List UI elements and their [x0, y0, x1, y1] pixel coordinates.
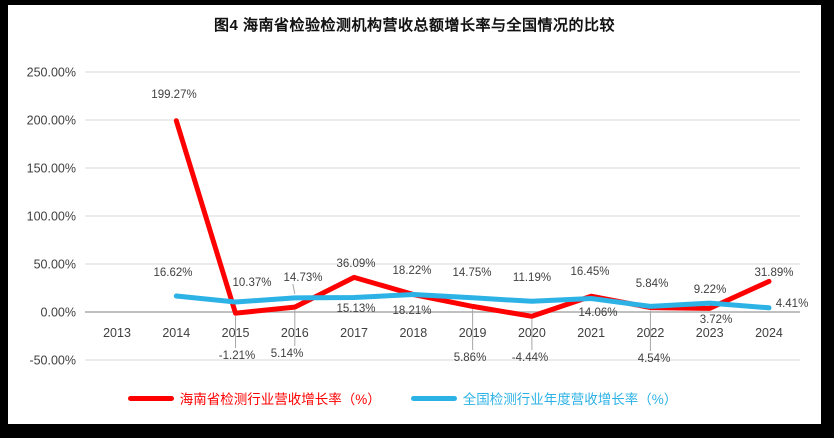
- data-label: 18.21%: [392, 305, 431, 317]
- chart-legend: 海南省检测行业营收增长率（%） 全国检测行业年度营收增长率（%）: [0, 389, 809, 407]
- data-label: 4.41%: [776, 298, 809, 310]
- legend-label-hainan: 海南省检测行业营收增长率（%）: [179, 392, 381, 407]
- data-label: 18.22%: [392, 265, 431, 277]
- data-label: 3.72%: [700, 314, 733, 326]
- x-axis-tick-label: 2021: [577, 326, 605, 340]
- national-series-line: [173, 292, 772, 311]
- y-axis-tick-label: 250.00%: [27, 66, 76, 80]
- y-axis-tick-label: 150.00%: [27, 162, 76, 176]
- data-label: -1.21%: [219, 350, 255, 362]
- x-axis-tick-label: 2014: [162, 326, 190, 340]
- x-axis-tick-label: 2017: [340, 326, 368, 340]
- legend-label-national: 全国检测行业年度营收增长率（%）: [462, 392, 678, 407]
- data-label: 14.75%: [452, 267, 491, 279]
- data-label: 5.86%: [454, 352, 487, 364]
- chart-title: 图4 海南省检验检测机构营收总额增长率与全国情况的比较: [213, 17, 615, 34]
- data-label: 4.54%: [638, 353, 671, 365]
- data-label: 14.06%: [578, 307, 617, 319]
- national-line-swatch-icon: [410, 395, 457, 401]
- y-axis-tick-label: 100.00%: [27, 210, 76, 224]
- frame-border-right: [821, 0, 834, 438]
- data-label: 11.19%: [513, 272, 551, 284]
- frame-border-bottom: [0, 424, 834, 438]
- data-label: 36.09%: [336, 258, 375, 270]
- data-label: 9.22%: [694, 284, 727, 296]
- data-label: 5.84%: [636, 278, 669, 290]
- data-label: 10.37%: [232, 277, 271, 289]
- data-label: 16.62%: [153, 267, 192, 279]
- data-label: 14.73%: [283, 272, 322, 284]
- data-label: 5.14%: [271, 348, 304, 360]
- label-leader-line: [292, 283, 296, 294]
- hainan-series-line: [173, 118, 772, 319]
- y-axis-tick-label: 200.00%: [27, 114, 76, 128]
- x-axis-tick-label: 2023: [696, 326, 724, 340]
- frame-border-top: [0, 0, 834, 5]
- y-axis-tick-label: 50.00%: [34, 258, 76, 272]
- legend-item-hainan: 海南省检测行业营收增长率（%）: [127, 388, 381, 408]
- x-axis-tick-label: 2024: [755, 326, 783, 340]
- frame-border-left: [0, 0, 8, 438]
- data-label: -4.44%: [512, 352, 548, 364]
- y-axis-tick-label: 0.00%: [41, 306, 76, 320]
- data-label: 15.13%: [336, 303, 375, 315]
- hainan-line-swatch-icon: [127, 395, 174, 401]
- data-label: 31.89%: [754, 267, 793, 279]
- data-label: 16.45%: [570, 266, 609, 278]
- x-axis-tick-label: 2013: [103, 326, 131, 340]
- y-axis-tick-label: -50.00%: [29, 354, 76, 368]
- data-label: 199.27%: [151, 89, 196, 101]
- legend-item-national: 全国检测行业年度营收增长率（%）: [410, 388, 678, 408]
- x-axis-tick-label: 2018: [399, 326, 427, 340]
